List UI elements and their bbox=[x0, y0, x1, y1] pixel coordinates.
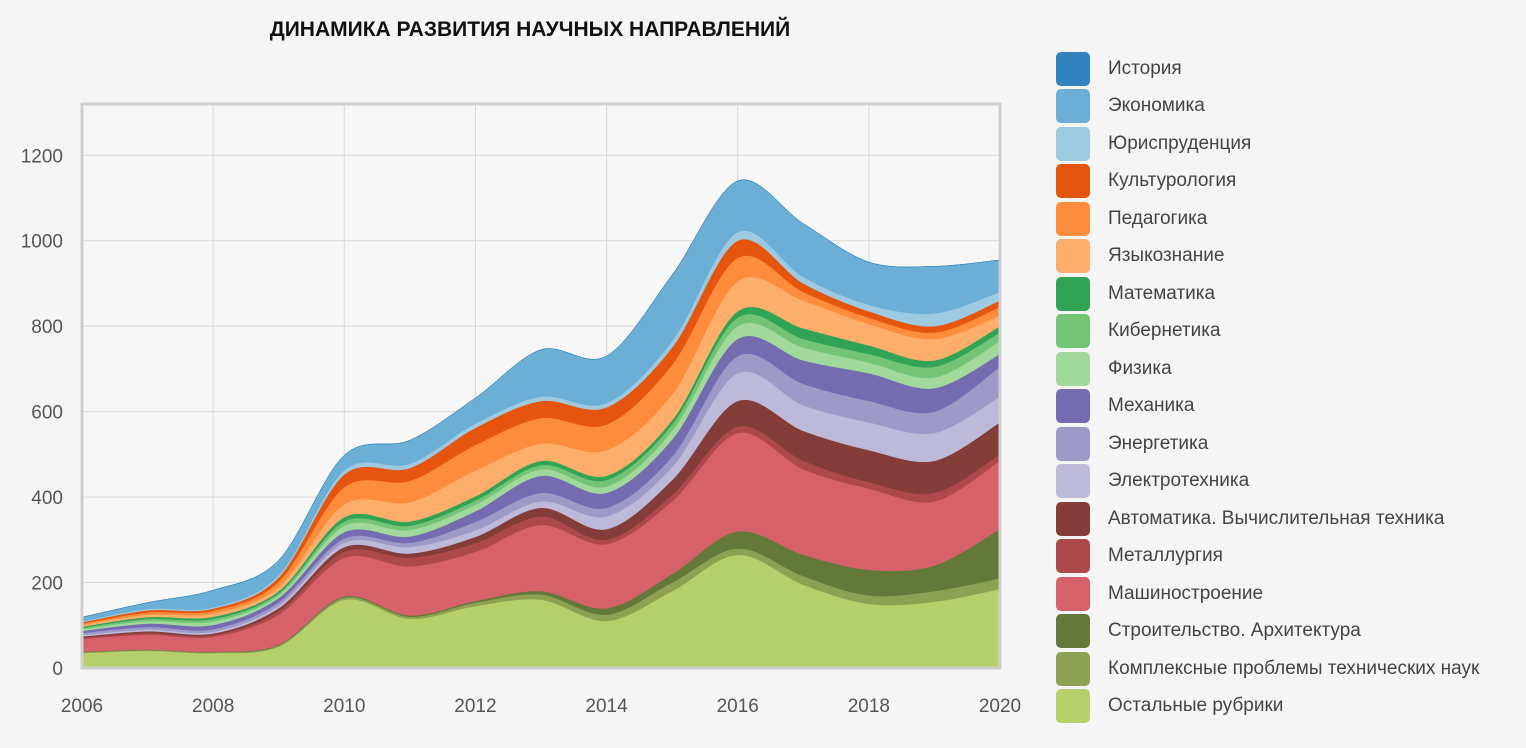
x-tick-label: 2016 bbox=[717, 696, 759, 717]
y-tick-label: 800 bbox=[31, 317, 63, 338]
legend-label: Электротехника bbox=[1108, 470, 1250, 492]
legend-item[interactable]: Педагогика bbox=[1056, 200, 1479, 238]
legend-swatch bbox=[1056, 689, 1090, 724]
legend-label: Кибернетика bbox=[1108, 320, 1221, 342]
legend-label: Машиностроение bbox=[1108, 582, 1264, 604]
legend-swatch bbox=[1056, 164, 1090, 199]
x-tick-label: 2010 bbox=[323, 696, 365, 717]
legend-swatch bbox=[1056, 539, 1090, 574]
legend: История Экономика Юриспруденция Культуролог… bbox=[1056, 50, 1479, 725]
legend-swatch bbox=[1056, 464, 1090, 499]
legend-label: История bbox=[1108, 57, 1182, 79]
legend-swatch bbox=[1056, 426, 1090, 461]
legend-item[interactable]: Физика bbox=[1056, 350, 1479, 388]
legend-swatch bbox=[1056, 501, 1090, 536]
legend-swatch bbox=[1056, 351, 1090, 386]
y-tick-label: 600 bbox=[31, 403, 63, 424]
y-tick-label: 400 bbox=[31, 488, 63, 509]
legend-item[interactable]: Машиностроение bbox=[1056, 575, 1479, 613]
legend-item[interactable]: Строительство. Архитектура bbox=[1056, 613, 1479, 651]
legend-label: Строительство. Архитектура bbox=[1108, 620, 1361, 642]
x-tick-label: 2020 bbox=[979, 696, 1021, 717]
legend-item[interactable]: Остальные рубрики bbox=[1056, 688, 1479, 726]
x-tick-label: 2008 bbox=[192, 696, 234, 717]
x-tick-label: 2018 bbox=[848, 696, 890, 717]
legend-swatch bbox=[1056, 614, 1090, 649]
legend-swatch bbox=[1056, 276, 1090, 311]
legend-item[interactable]: Математика bbox=[1056, 275, 1479, 313]
legend-item[interactable]: Культурология bbox=[1056, 163, 1479, 201]
legend-swatch bbox=[1056, 651, 1090, 686]
legend-item[interactable]: Комплексные проблемы технических наук bbox=[1056, 650, 1479, 688]
legend-label: Юриспруденция bbox=[1108, 132, 1252, 154]
area-series bbox=[81, 179, 1001, 669]
x-tick-label: 2006 bbox=[61, 696, 103, 717]
plot-border bbox=[80, 102, 1002, 670]
legend-label: Культурология bbox=[1108, 170, 1237, 192]
legend-item[interactable]: Металлургия bbox=[1056, 538, 1479, 576]
tick-labels: 0 200 400 600 800 1000 1200 2006 2008 2010 2012 201… bbox=[21, 146, 1021, 717]
legend-label: Механика bbox=[1108, 395, 1195, 417]
legend-label: Комплексные проблемы технических наук bbox=[1108, 657, 1480, 679]
legend-item[interactable]: Электротехника bbox=[1056, 463, 1479, 501]
legend-swatch bbox=[1056, 51, 1090, 86]
chart-title: ДИНАМИКА РАЗВИТИЯ НАУЧНЫХ НАПРАВЛЕНИЙ bbox=[269, 18, 791, 41]
legend-label: Экономика bbox=[1108, 95, 1205, 117]
legend-label: Педагогика bbox=[1108, 207, 1208, 229]
legend-item[interactable]: Механика bbox=[1056, 388, 1479, 426]
legend-swatch bbox=[1056, 89, 1090, 124]
legend-label: Языкознание bbox=[1108, 245, 1225, 267]
legend-swatch bbox=[1056, 239, 1090, 274]
x-tick-label: 2014 bbox=[585, 696, 628, 717]
legend-label: Энергетика bbox=[1108, 432, 1209, 454]
chart-plot: 0 200 400 600 800 1000 1200 2006 2008 2010 2012 201… bbox=[21, 102, 1021, 717]
legend-swatch bbox=[1056, 201, 1090, 236]
legend-item[interactable]: Автоматика. Вычислительная техника bbox=[1056, 500, 1479, 538]
legend-label: Физика bbox=[1108, 357, 1172, 379]
legend-swatch bbox=[1056, 126, 1090, 161]
legend-label: Остальные рубрики bbox=[1108, 695, 1284, 717]
y-tick-label: 0 bbox=[52, 659, 63, 680]
x-tick-label: 2012 bbox=[454, 696, 496, 717]
legend-label: Металлургия bbox=[1108, 545, 1223, 567]
legend-item[interactable]: История bbox=[1056, 50, 1479, 88]
y-tick-label: 1000 bbox=[21, 232, 63, 253]
legend-swatch bbox=[1056, 389, 1090, 424]
legend-item[interactable]: Экономика bbox=[1056, 88, 1479, 126]
legend-label: Математика bbox=[1108, 282, 1216, 304]
plot-frame bbox=[80, 102, 1002, 670]
legend-item[interactable]: Кибернетика bbox=[1056, 313, 1479, 351]
legend-item[interactable]: Языкознание bbox=[1056, 238, 1479, 276]
legend-label: Автоматика. Вычислительная техника bbox=[1108, 507, 1445, 529]
legend-swatch bbox=[1056, 314, 1090, 349]
y-tick-label: 200 bbox=[31, 574, 63, 595]
legend-item[interactable]: Энергетика bbox=[1056, 425, 1479, 463]
legend-item[interactable]: Юриспруденция bbox=[1056, 125, 1479, 163]
y-tick-label: 1200 bbox=[21, 146, 63, 167]
legend-swatch bbox=[1056, 576, 1090, 611]
